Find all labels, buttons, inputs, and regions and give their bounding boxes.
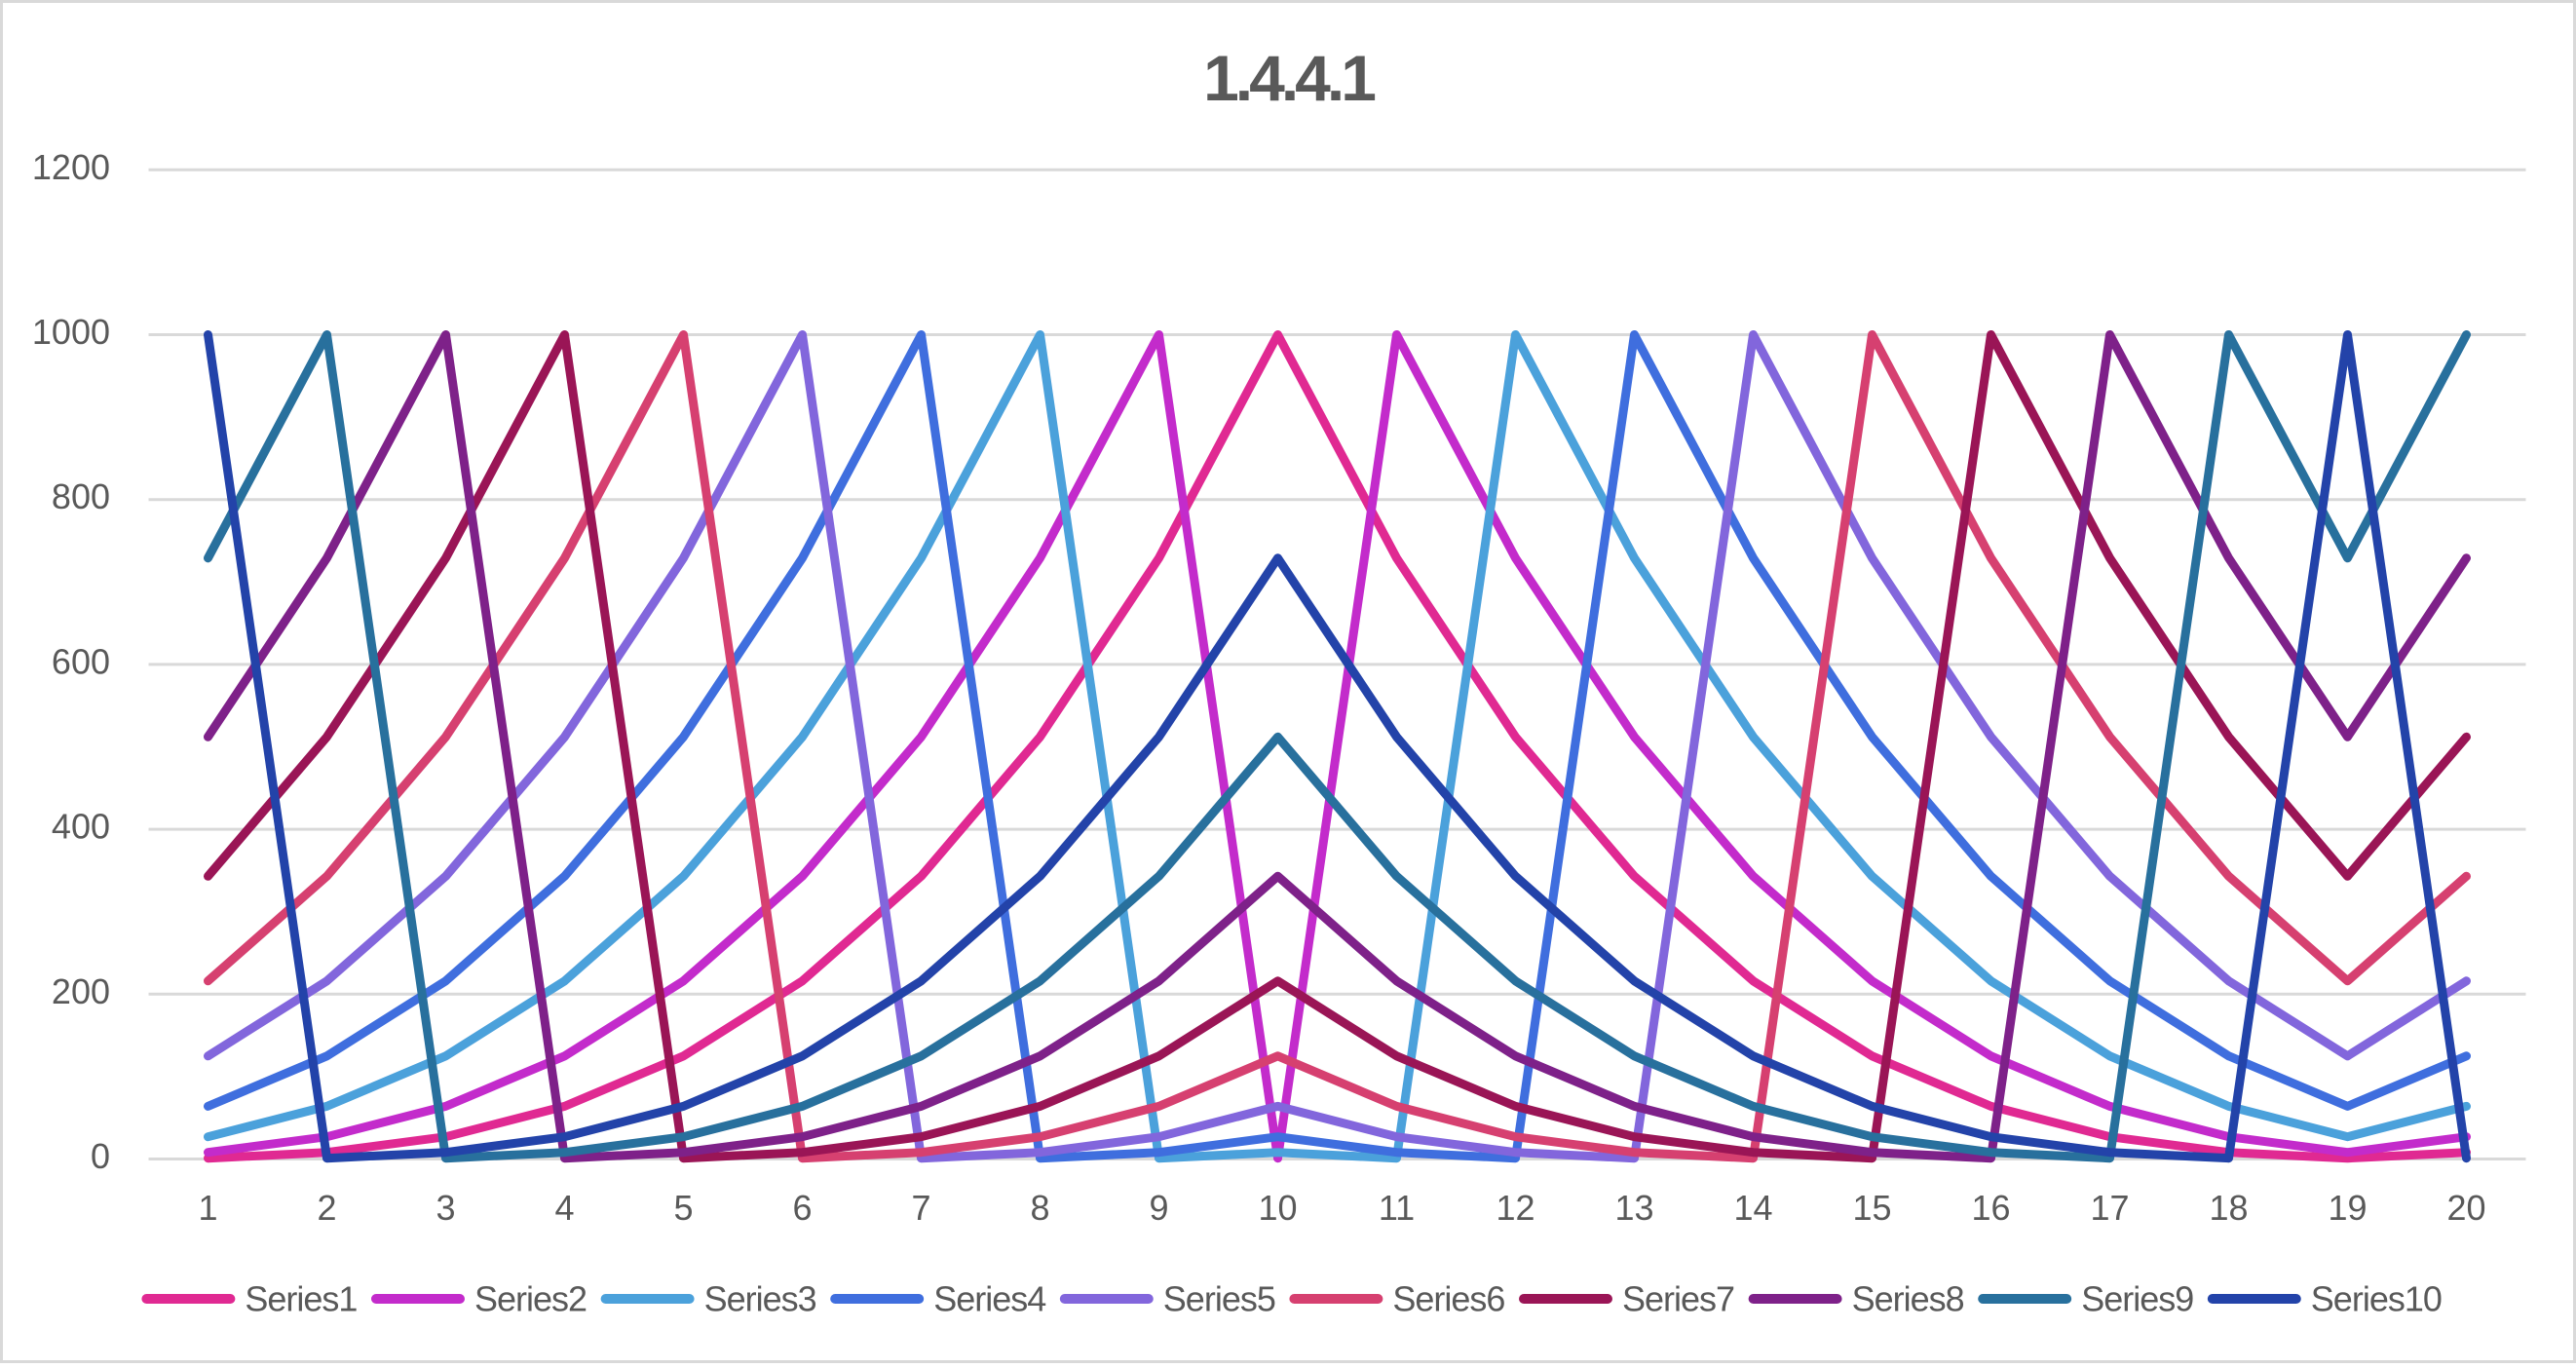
svg-text:2: 2 <box>317 1188 336 1228</box>
svg-text:3: 3 <box>436 1188 455 1228</box>
svg-text:1200: 1200 <box>32 147 110 187</box>
svg-text:1.4.4.1: 1.4.4.1 <box>1203 42 1375 114</box>
svg-text:12: 12 <box>1496 1188 1534 1228</box>
svg-text:Series1: Series1 <box>245 1279 357 1319</box>
svg-text:200: 200 <box>52 971 110 1011</box>
svg-text:9: 9 <box>1149 1188 1168 1228</box>
svg-text:20: 20 <box>2446 1188 2485 1228</box>
svg-text:10: 10 <box>1258 1188 1297 1228</box>
svg-text:17: 17 <box>2090 1188 2129 1228</box>
svg-text:Series3: Series3 <box>704 1279 816 1319</box>
svg-text:Series5: Series5 <box>1163 1279 1275 1319</box>
svg-text:0: 0 <box>91 1136 110 1176</box>
svg-text:Series10: Series10 <box>2311 1279 2442 1319</box>
svg-text:800: 800 <box>52 476 110 516</box>
svg-text:8: 8 <box>1030 1188 1049 1228</box>
svg-text:15: 15 <box>1852 1188 1891 1228</box>
svg-text:7: 7 <box>911 1188 930 1228</box>
svg-text:Series4: Series4 <box>933 1279 1045 1319</box>
svg-text:1: 1 <box>198 1188 217 1228</box>
svg-text:Series8: Series8 <box>1852 1279 1964 1319</box>
svg-text:11: 11 <box>1379 1188 1415 1228</box>
svg-text:16: 16 <box>1971 1188 2010 1228</box>
svg-text:18: 18 <box>2209 1188 2248 1228</box>
svg-text:13: 13 <box>1614 1188 1653 1228</box>
svg-text:600: 600 <box>52 641 110 681</box>
svg-text:5: 5 <box>673 1188 693 1228</box>
svg-text:19: 19 <box>2328 1188 2367 1228</box>
svg-text:Series9: Series9 <box>2081 1279 2193 1319</box>
svg-text:Series6: Series6 <box>1392 1279 1504 1319</box>
svg-text:14: 14 <box>1733 1188 1772 1228</box>
svg-text:400: 400 <box>52 807 110 847</box>
svg-text:Series2: Series2 <box>474 1279 587 1319</box>
svg-text:4: 4 <box>554 1188 574 1228</box>
svg-text:1000: 1000 <box>32 312 110 352</box>
svg-text:Series7: Series7 <box>1622 1279 1734 1319</box>
svg-text:6: 6 <box>792 1188 812 1228</box>
